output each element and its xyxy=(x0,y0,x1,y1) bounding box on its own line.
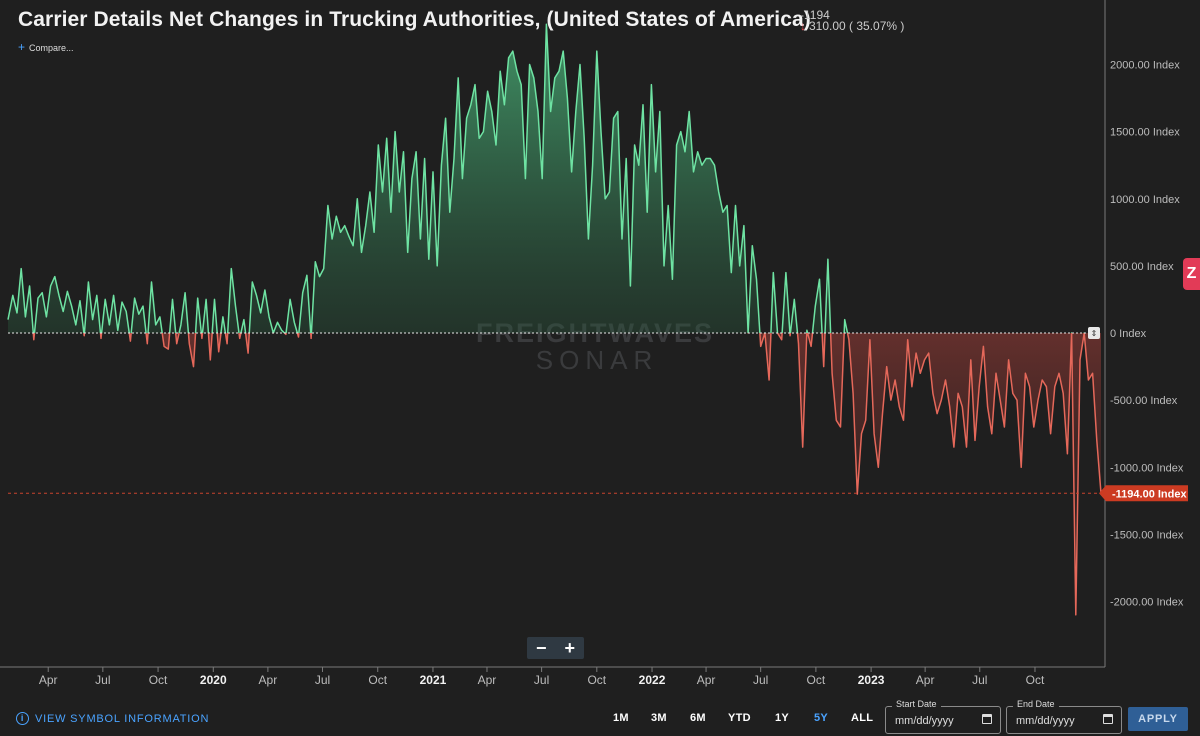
start-date-input[interactable]: mm/dd/yyyy xyxy=(895,715,954,727)
x-tick-label: Jul xyxy=(753,673,768,687)
x-tick-label: Oct xyxy=(149,673,168,687)
zoom-control: − + xyxy=(527,637,584,659)
y-tick-label: 1000.00 Index xyxy=(1110,194,1180,206)
compare-button[interactable]: + Compare... xyxy=(18,40,74,54)
series-line-positive xyxy=(7,23,1085,333)
change-text: 310.00 ( 35.07% ) xyxy=(809,19,905,33)
down-arrow-icon: ↓ xyxy=(800,19,806,33)
range-6m-button[interactable]: 6M xyxy=(690,712,706,724)
x-tick-label: Oct xyxy=(807,673,826,687)
positive-area xyxy=(8,24,1101,333)
negative-area xyxy=(8,333,1101,615)
info-icon: i xyxy=(16,712,29,725)
y-tick-label: 0 Index xyxy=(1110,328,1147,340)
range-3m-button[interactable]: 3M xyxy=(651,712,667,724)
x-axis-ticks: Apr Jul Oct 2020 Apr Jul Oct 2021 Apr Jul Oct 2022 A… xyxy=(39,667,1045,687)
footer-bar: i VIEW SYMBOL INFORMATION 1M 3M 6M YTD 1… xyxy=(0,699,1200,736)
x-tick-label: Oct xyxy=(368,673,387,687)
x-tick-label: Apr xyxy=(478,673,497,687)
watermark-line-2: SONAR xyxy=(536,345,658,375)
range-ytd-button[interactable]: YTD xyxy=(728,712,751,724)
plot-lines xyxy=(7,23,1102,616)
zoom-in-button[interactable]: + xyxy=(564,638,575,658)
x-tick-label: 2020 xyxy=(200,673,227,687)
plot-areas xyxy=(8,24,1101,615)
x-tick-label: Jul xyxy=(95,673,110,687)
x-tick-label: Jul xyxy=(315,673,330,687)
calendar-icon[interactable] xyxy=(1103,714,1113,724)
x-tick-label: Apr xyxy=(916,673,935,687)
zoom-out-button[interactable]: − xyxy=(535,638,547,658)
y-tick-label: -1500.00 Index xyxy=(1110,529,1184,541)
y-tick-label: -2000.00 Index xyxy=(1110,597,1184,609)
x-tick-label: Oct xyxy=(1026,673,1045,687)
end-date-label: End Date xyxy=(1013,699,1059,709)
x-tick-label: Oct xyxy=(587,673,606,687)
compare-label: Compare... xyxy=(29,43,74,53)
x-tick-label: Jul xyxy=(972,673,987,687)
x-tick-label: Jul xyxy=(534,673,549,687)
current-value-badge: -1194.00 Index xyxy=(1099,485,1188,502)
range-5y-button[interactable]: 5Y xyxy=(814,712,829,724)
apply-button[interactable]: APPLY xyxy=(1128,707,1188,731)
zero-marker-icon[interactable]: ⇕ xyxy=(1088,327,1100,339)
y-tick-label: -500.00 Index xyxy=(1110,395,1178,407)
y-tick-label: 1500.00 Index xyxy=(1110,127,1180,139)
y-tick-label: -1000.00 Index xyxy=(1110,462,1184,474)
side-panel-tab[interactable]: Z xyxy=(1183,258,1200,290)
view-symbol-info-label: VIEW SYMBOL INFORMATION xyxy=(35,712,210,725)
range-1m-button[interactable]: 1M xyxy=(613,712,629,724)
plus-icon: + xyxy=(18,40,26,54)
calendar-icon[interactable] xyxy=(982,714,992,724)
x-tick-label: Apr xyxy=(259,673,278,687)
change-summary: ↓ 310.00 ( 35.07% ) xyxy=(800,19,904,33)
y-axis-ticks: 2000.00 Index 1500.00 Index 1000.00 Index 5… xyxy=(1110,60,1184,609)
series-line-negative xyxy=(32,333,1102,616)
x-tick-label: Apr xyxy=(697,673,716,687)
view-symbol-info-link[interactable]: i VIEW SYMBOL INFORMATION xyxy=(16,712,209,725)
x-tick-label: 2022 xyxy=(639,673,666,687)
chart-title: Carrier Details Net Changes in Trucking … xyxy=(18,8,811,31)
end-date-field[interactable]: End Date mm/dd/yyyy xyxy=(1006,699,1122,734)
chart-svg: FREIGHTWAVES SONAR 2000.00 Index1500.00 … xyxy=(0,0,1188,687)
x-tick-label: 2021 xyxy=(420,673,447,687)
range-1y-button[interactable]: 1Y xyxy=(775,712,790,724)
start-date-field[interactable]: Start Date mm/dd/yyyy xyxy=(885,699,1001,734)
start-date-label: Start Date xyxy=(892,699,941,709)
range-all-button[interactable]: ALL xyxy=(851,712,874,724)
end-date-input[interactable]: mm/dd/yyyy xyxy=(1016,715,1075,727)
y-tick-label: 2000.00 Index xyxy=(1110,60,1180,72)
y-tick-label: 500.00 Index xyxy=(1110,261,1174,273)
last-value: -1194 xyxy=(800,8,830,22)
x-tick-label: Apr xyxy=(39,673,58,687)
x-tick-label: 2023 xyxy=(858,673,885,687)
svg-text:⇕: ⇕ xyxy=(1091,329,1098,338)
current-value-label: -1194.00 Index xyxy=(1112,488,1187,500)
